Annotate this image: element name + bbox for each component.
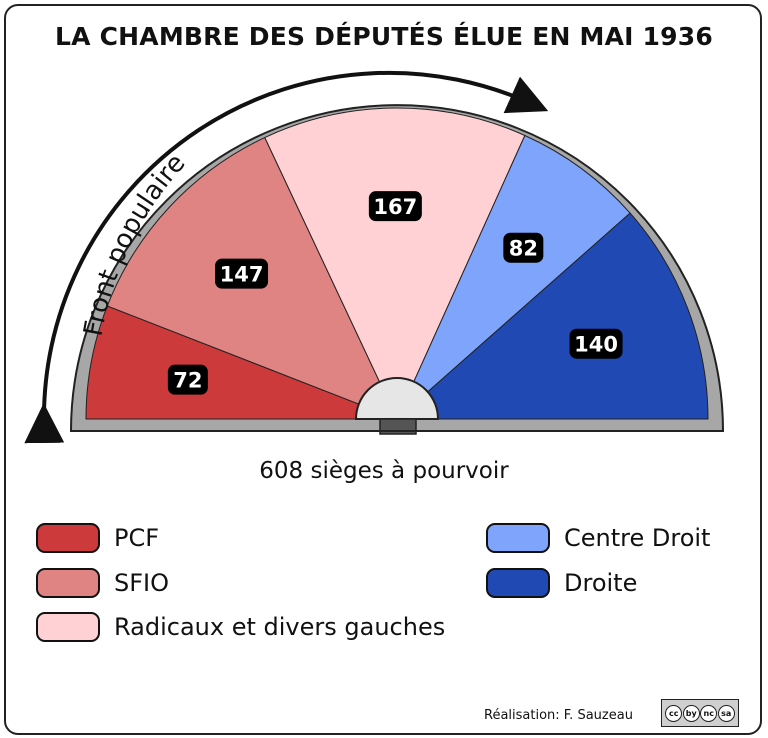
value-label-centre-droit: 82 xyxy=(503,232,544,263)
legend-label-radicaux: Radicaux et divers gauches xyxy=(114,613,446,641)
value-label-pcf: 72 xyxy=(167,364,208,395)
by-icon: by xyxy=(682,704,700,722)
legend-item-sfio: SFIO xyxy=(36,566,169,600)
legend-swatch-sfio xyxy=(36,568,100,598)
legend-swatch-droite xyxy=(486,568,550,598)
legend-label-droite: Droite xyxy=(564,569,638,597)
svg-text:72: 72 xyxy=(173,369,202,393)
svg-text:82: 82 xyxy=(509,237,538,261)
credit-text: Réalisation: F. Sauzeau xyxy=(484,708,633,723)
legend-swatch-centre-droit xyxy=(486,523,550,553)
value-label-droite: 140 xyxy=(569,328,623,359)
legend-label-centre-droit: Centre Droit xyxy=(564,524,711,552)
sa-icon: sa xyxy=(717,704,735,722)
chart-title: LA CHAMBRE DES DÉPUTÉS ÉLUE EN MAI 1936 xyxy=(55,22,713,51)
legend-swatch-radicaux xyxy=(36,612,100,642)
nc-icon: nc xyxy=(700,704,718,722)
front-populaire-arrow xyxy=(24,70,549,444)
legend-item-droite: Droite xyxy=(486,566,637,600)
svg-text:140: 140 xyxy=(574,333,618,357)
legend-swatch-pcf xyxy=(36,523,100,553)
value-label-sfio: 147 xyxy=(215,258,269,289)
svg-text:147: 147 xyxy=(220,263,264,287)
svg-text:167: 167 xyxy=(373,195,417,219)
legend-item-centre-droit: Centre Droit xyxy=(486,521,710,555)
tribune xyxy=(354,377,440,420)
cc-license-badge: cc by nc sa xyxy=(661,699,739,727)
cc-icon: cc xyxy=(665,704,683,722)
legend-label-sfio: SFIO xyxy=(114,569,170,597)
value-label-radicaux-et-divers-gauches: 167 xyxy=(368,191,422,222)
legend-item-radicaux: Radicaux et divers gauches xyxy=(36,610,445,644)
legend-item-pcf: PCF xyxy=(36,521,159,555)
legend-label-pcf: PCF xyxy=(114,524,160,552)
chart-subtitle: 608 sièges à pourvoir xyxy=(259,458,509,484)
